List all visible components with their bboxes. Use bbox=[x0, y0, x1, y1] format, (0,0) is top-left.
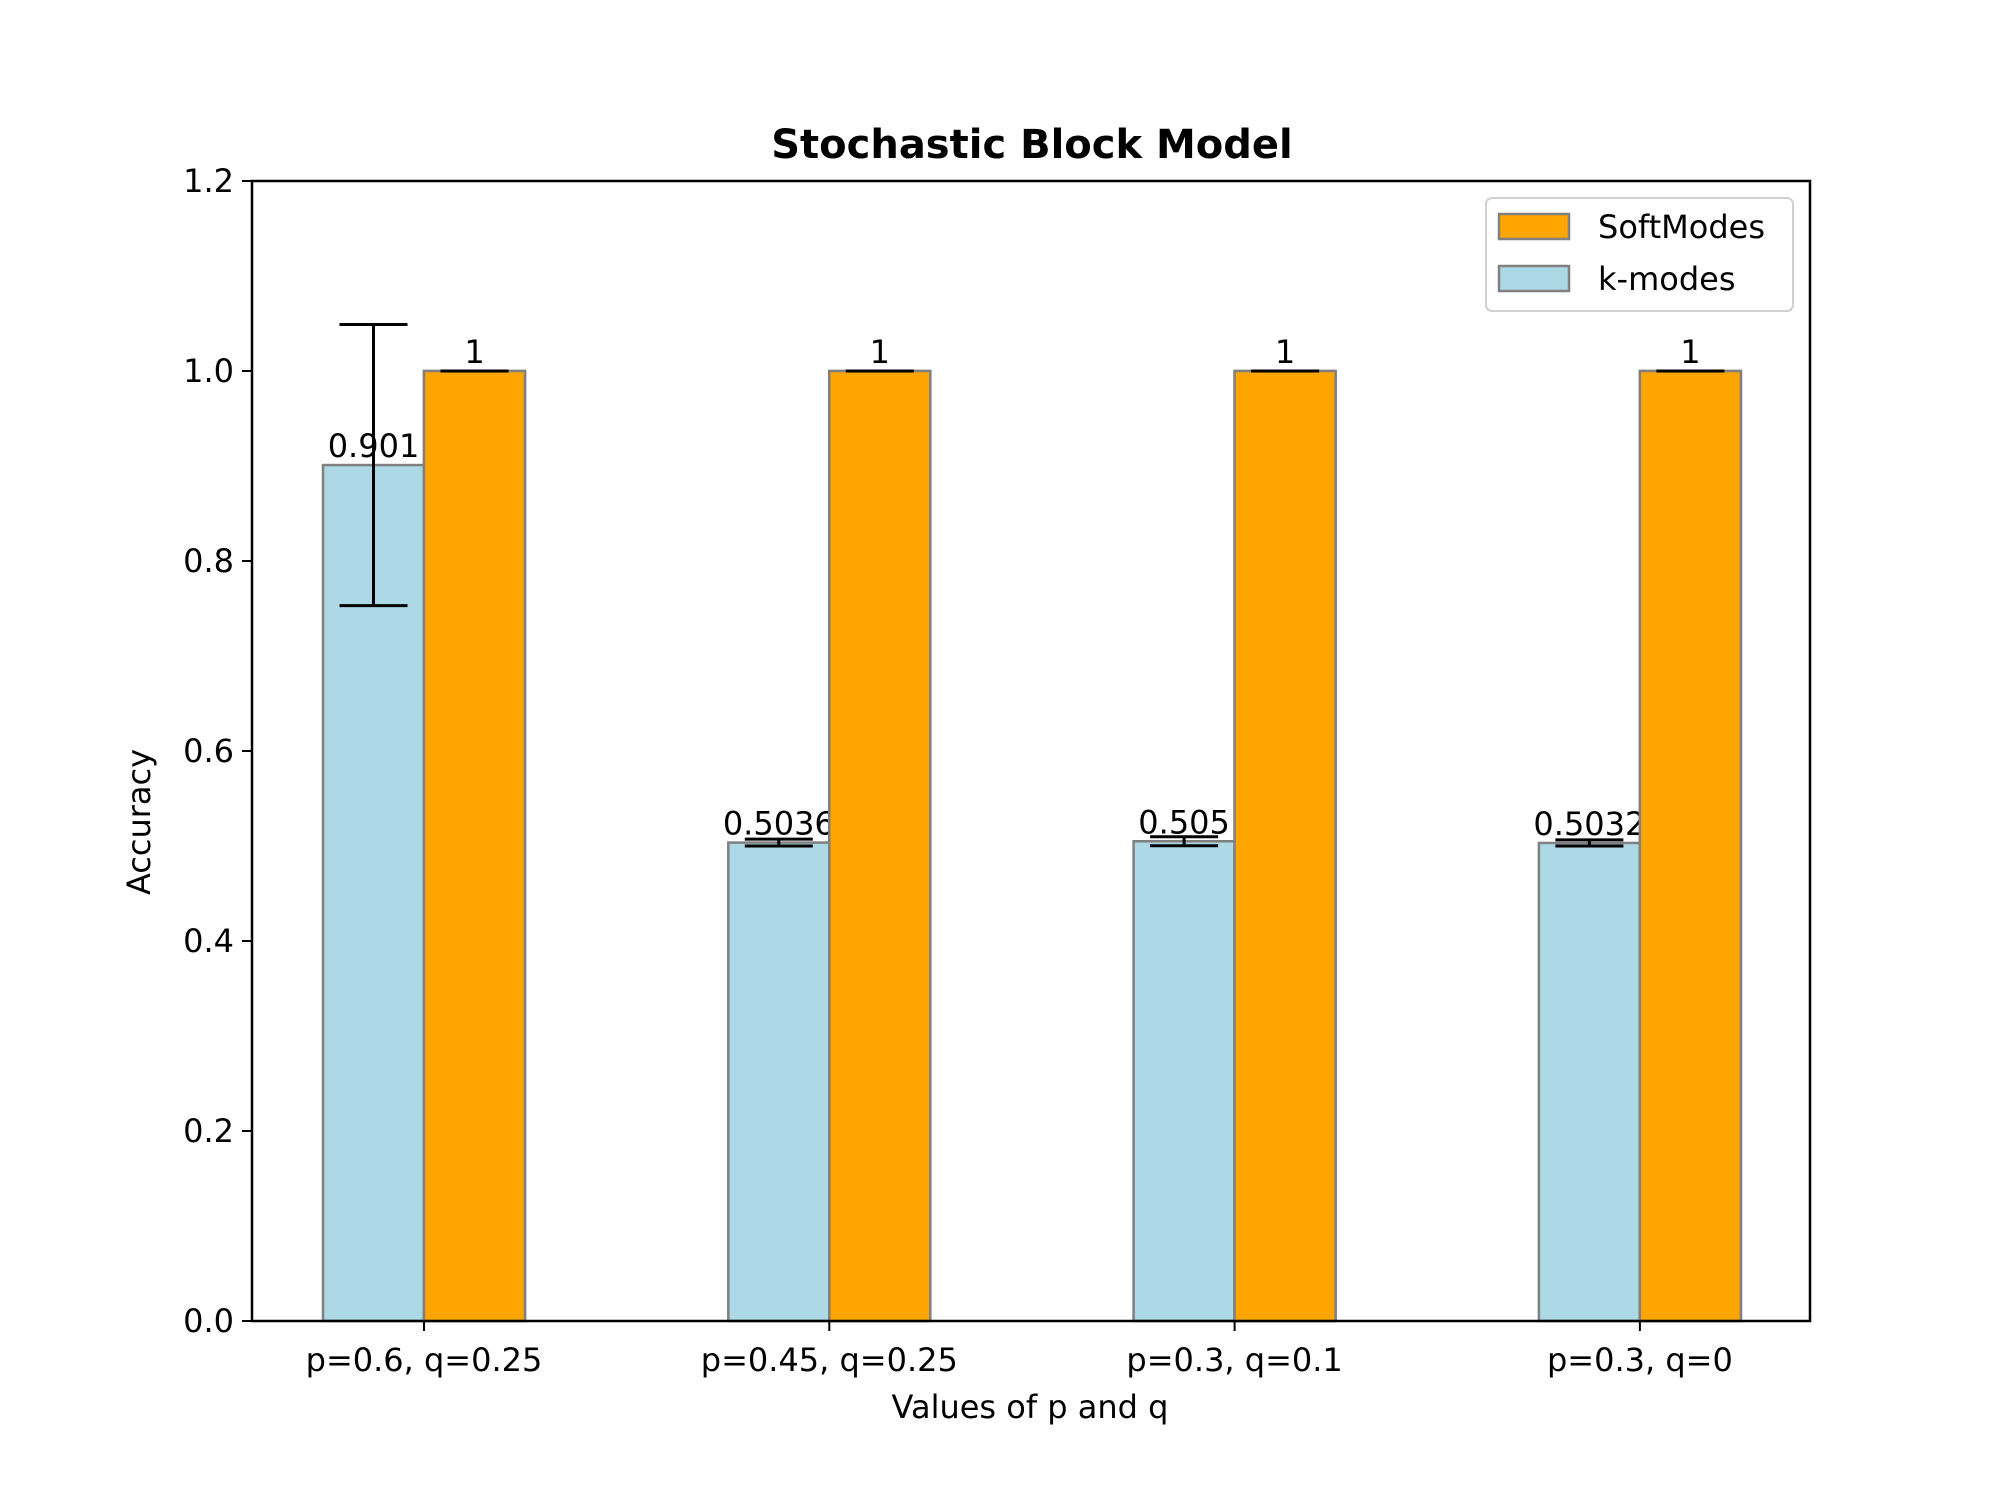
legend-swatch bbox=[1497, 212, 1571, 241]
y-tick-label: 1.2 bbox=[183, 162, 234, 200]
x-axis-label: Values of p and q bbox=[892, 1388, 1169, 1426]
bar-softmodes-overlay bbox=[422, 369, 527, 1323]
data-label: 0.505 bbox=[1138, 803, 1230, 841]
legend-swatch bbox=[1497, 264, 1571, 293]
legend-label: SoftModes bbox=[1598, 208, 1765, 246]
bar-k-modes bbox=[727, 841, 831, 1323]
y-tick-label: 0.4 bbox=[183, 922, 234, 960]
bar-k-modes bbox=[321, 463, 426, 1323]
bar-softmodes-overlay bbox=[1233, 369, 1337, 1323]
data-label: 1 bbox=[1275, 333, 1295, 371]
data-label: 1 bbox=[1680, 333, 1700, 371]
data-label: 0.901 bbox=[328, 427, 420, 465]
chart-title: Stochastic Block Model bbox=[771, 122, 1293, 168]
y-tick-label: 0.6 bbox=[183, 732, 234, 770]
data-label: 1 bbox=[870, 333, 890, 371]
y-tick-label: 0.0 bbox=[183, 1302, 234, 1340]
legend: SoftModes k-modes bbox=[1485, 197, 1794, 312]
bar-softmodes-overlay bbox=[1638, 369, 1743, 1323]
x-tick-label: p=0.3, q=0 bbox=[1547, 1341, 1733, 1379]
x-tick-label: p=0.45, q=0.25 bbox=[701, 1341, 958, 1379]
y-tick-label: 0.8 bbox=[183, 542, 234, 580]
y-axis-label: Accuracy bbox=[120, 749, 158, 895]
data-label: 1 bbox=[464, 333, 484, 371]
y-tick-label: 1.0 bbox=[183, 352, 234, 390]
plot-area: 0.0 0.2 0.4 0.6 0.8 1.0 1.2 0.901 1 0.5036 1 0.505 1… bbox=[183, 162, 1812, 1379]
bar-softmodes-overlay bbox=[828, 369, 932, 1323]
data-label: 0.5036 bbox=[723, 805, 835, 843]
x-tick-label: p=0.3, q=0.1 bbox=[1126, 1341, 1342, 1379]
bar-k-modes bbox=[1537, 841, 1642, 1323]
bar-k-modes bbox=[1132, 840, 1236, 1323]
x-tick-label: p=0.6, q=0.25 bbox=[306, 1341, 543, 1379]
axes-frame bbox=[250, 179, 1812, 1323]
data-label: 0.5032 bbox=[1533, 805, 1645, 843]
legend-label: k-modes bbox=[1598, 260, 1736, 298]
y-tick-label: 0.2 bbox=[183, 1112, 234, 1150]
